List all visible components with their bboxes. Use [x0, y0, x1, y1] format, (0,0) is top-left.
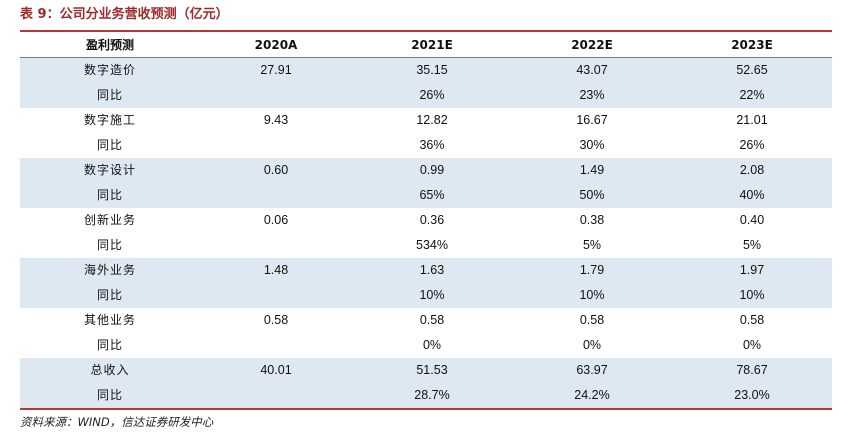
header-2023e: 2023E	[672, 32, 832, 58]
cell-2020a: 27.91	[200, 57, 352, 83]
cell-2022e: 43.07	[512, 57, 672, 83]
cell-2022e: 30%	[579, 138, 605, 152]
row-label: 同比	[96, 238, 123, 252]
row-label: 数字设计	[20, 158, 200, 183]
cell-2023e: 40%	[672, 183, 832, 208]
table-row: 数字施工 9.43 12.82 16.67 21.01	[20, 108, 832, 133]
table-row: 同比 26% 23% 22%	[20, 83, 832, 108]
cell-2021e: 36%	[419, 138, 445, 152]
cell-2022e: 1.49	[512, 158, 672, 183]
header-2021e: 2021E	[352, 32, 512, 58]
cell-2023e: 10%	[672, 283, 832, 308]
cell-2023e: 22%	[672, 83, 832, 108]
cell-2020a	[200, 83, 352, 108]
table-row: 同比 36% 30% 26%	[20, 133, 832, 158]
cell-2021e: 0.99	[352, 158, 512, 183]
cell-2023e: 0.58	[739, 313, 765, 327]
table-row: 数字造价 27.91 35.15 43.07 52.65	[20, 57, 832, 83]
row-label: 同比	[96, 338, 123, 352]
cell-2022e: 24.2%	[512, 383, 672, 410]
header-row: 盈利预测 2020A 2021E 2022E 2023E	[20, 32, 832, 58]
cell-2022e: 23%	[512, 83, 672, 108]
cell-2021e: 0.36	[419, 213, 445, 227]
cell-2020a	[200, 233, 352, 258]
row-label: 创新业务	[83, 213, 136, 227]
cell-2021e: 65%	[352, 183, 512, 208]
table-row: 总收入 40.01 51.53 63.97 78.67	[20, 358, 832, 383]
cell-2023e: 23.0%	[672, 383, 832, 410]
table-row: 同比 0% 0% 0%	[20, 333, 832, 358]
cell-2020a: 9.43	[263, 113, 289, 127]
table-row: 创新业务 0.06 0.36 0.38 0.40	[20, 208, 832, 233]
cell-2021e: 0.58	[419, 313, 445, 327]
cell-2022e: 5%	[582, 238, 602, 252]
table-row: 同比 534% 5% 5%	[20, 233, 832, 258]
cell-2023e: 52.65	[672, 57, 832, 83]
cell-2020a	[200, 333, 352, 358]
cell-2021e: 534%	[416, 238, 448, 252]
cell-2021e: 51.53	[352, 358, 512, 383]
cell-2023e: 78.67	[672, 358, 832, 383]
cell-2022e: 0%	[582, 338, 602, 352]
cell-2021e: 10%	[352, 283, 512, 308]
cell-2023e: 26%	[739, 138, 765, 152]
row-label: 海外业务	[20, 258, 200, 283]
row-label: 同比	[96, 138, 123, 152]
cell-2021e: 28.7%	[352, 383, 512, 410]
cell-2022e: 0.38	[579, 213, 605, 227]
cell-2021e: 35.15	[352, 57, 512, 83]
cell-2023e: 2.08	[672, 158, 832, 183]
table-row: 同比 10% 10% 10%	[20, 283, 832, 308]
cell-2023e: 1.97	[672, 258, 832, 283]
cell-2023e: 21.01	[736, 113, 768, 127]
cell-2020a	[200, 383, 352, 410]
table-row: 数字设计 0.60 0.99 1.49 2.08	[20, 158, 832, 183]
header-label: 盈利预测	[20, 32, 200, 58]
table-row: 同比 65% 50% 40%	[20, 183, 832, 208]
row-label: 数字造价	[20, 57, 200, 83]
cell-2021e: 26%	[352, 83, 512, 108]
cell-2022e: 0.58	[579, 313, 605, 327]
cell-2020a	[200, 133, 352, 158]
cell-2021e: 12.82	[416, 113, 448, 127]
header-2022e: 2022E	[512, 32, 672, 58]
table-row: 海外业务 1.48 1.63 1.79 1.97	[20, 258, 832, 283]
cell-2021e: 0%	[422, 338, 442, 352]
table-row: 同比 28.7% 24.2% 23.0%	[20, 383, 832, 410]
cell-2020a	[200, 183, 352, 208]
header-2020a: 2020A	[200, 32, 352, 58]
cell-2022e: 1.79	[512, 258, 672, 283]
cell-2023e: 5%	[742, 238, 762, 252]
row-label: 同比	[20, 183, 200, 208]
source-note: 资料来源：WIND，信达证券研发中心	[20, 415, 214, 429]
cell-2023e: 0.40	[739, 213, 765, 227]
cell-2020a: 0.60	[200, 158, 352, 183]
cell-2022e: 10%	[512, 283, 672, 308]
row-label: 总收入	[20, 358, 200, 383]
row-label: 同比	[20, 83, 200, 108]
row-label: 同比	[20, 383, 200, 410]
cell-2022e: 63.97	[512, 358, 672, 383]
cell-2020a: 1.48	[200, 258, 352, 283]
row-label: 同比	[20, 283, 200, 308]
cell-2022e: 16.67	[576, 113, 608, 127]
cell-2023e: 0%	[742, 338, 762, 352]
cell-2021e: 1.63	[352, 258, 512, 283]
cell-2020a: 0.06	[263, 213, 289, 227]
cell-2020a: 40.01	[200, 358, 352, 383]
cell-2020a	[200, 283, 352, 308]
row-label: 数字施工	[83, 113, 136, 127]
revenue-forecast-table: 盈利预测 2020A 2021E 2022E 2023E 数字造价 27.91 …	[20, 30, 832, 410]
table-row: 其他业务 0.58 0.58 0.58 0.58	[20, 308, 832, 333]
cell-2020a: 0.58	[263, 313, 289, 327]
table-title: 表 9：公司分业务营收预测（亿元）	[20, 7, 229, 22]
cell-2022e: 50%	[512, 183, 672, 208]
row-label: 其他业务	[83, 313, 136, 327]
